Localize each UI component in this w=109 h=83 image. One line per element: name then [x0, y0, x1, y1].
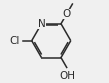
Text: OH: OH: [60, 71, 76, 81]
Text: Cl: Cl: [10, 36, 20, 46]
Text: N: N: [38, 19, 45, 29]
Text: O: O: [63, 9, 71, 19]
